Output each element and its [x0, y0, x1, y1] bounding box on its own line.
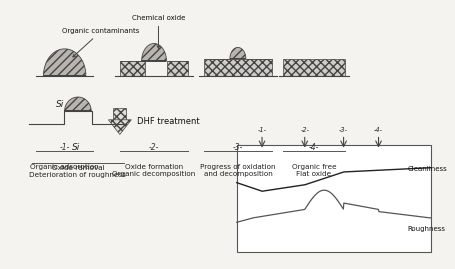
Text: Organic adsorption: Organic adsorption: [30, 164, 99, 170]
Text: -4-: -4-: [309, 143, 319, 151]
Polygon shape: [65, 97, 91, 111]
Bar: [120, 61, 145, 76]
Text: Organic contaminants: Organic contaminants: [62, 28, 140, 57]
Bar: [113, 108, 126, 120]
Polygon shape: [230, 47, 246, 59]
Text: Oxide formation
Organic decomposition: Oxide formation Organic decomposition: [112, 164, 196, 177]
Text: DHF treatment: DHF treatment: [136, 117, 199, 126]
Text: -1-: -1-: [60, 143, 70, 151]
Bar: [237, 145, 431, 252]
Text: Si: Si: [71, 143, 80, 151]
Text: Cleanliness: Cleanliness: [408, 166, 447, 172]
Text: -3-: -3-: [233, 143, 243, 151]
Text: -3-: -3-: [339, 127, 348, 133]
Text: Progress of oxidation
and decomposition: Progress of oxidation and decomposition: [200, 164, 276, 177]
Text: Si: Si: [56, 100, 65, 109]
Text: -4-: -4-: [374, 127, 383, 133]
Text: Organic free
Flat oxide: Organic free Flat oxide: [292, 164, 336, 177]
Polygon shape: [108, 120, 131, 134]
Bar: [167, 61, 188, 76]
Text: -2-: -2-: [300, 127, 309, 133]
Text: Oxide removal
Deterioration of roughness: Oxide removal Deterioration of roughness: [30, 165, 126, 178]
Text: Chemical oxide: Chemical oxide: [132, 15, 185, 48]
Polygon shape: [44, 49, 86, 76]
Text: Roughness: Roughness: [408, 226, 445, 232]
Bar: [283, 59, 345, 76]
Bar: [204, 59, 272, 76]
Polygon shape: [142, 44, 167, 61]
Text: -2-: -2-: [149, 143, 159, 151]
Text: -1-: -1-: [258, 127, 267, 133]
